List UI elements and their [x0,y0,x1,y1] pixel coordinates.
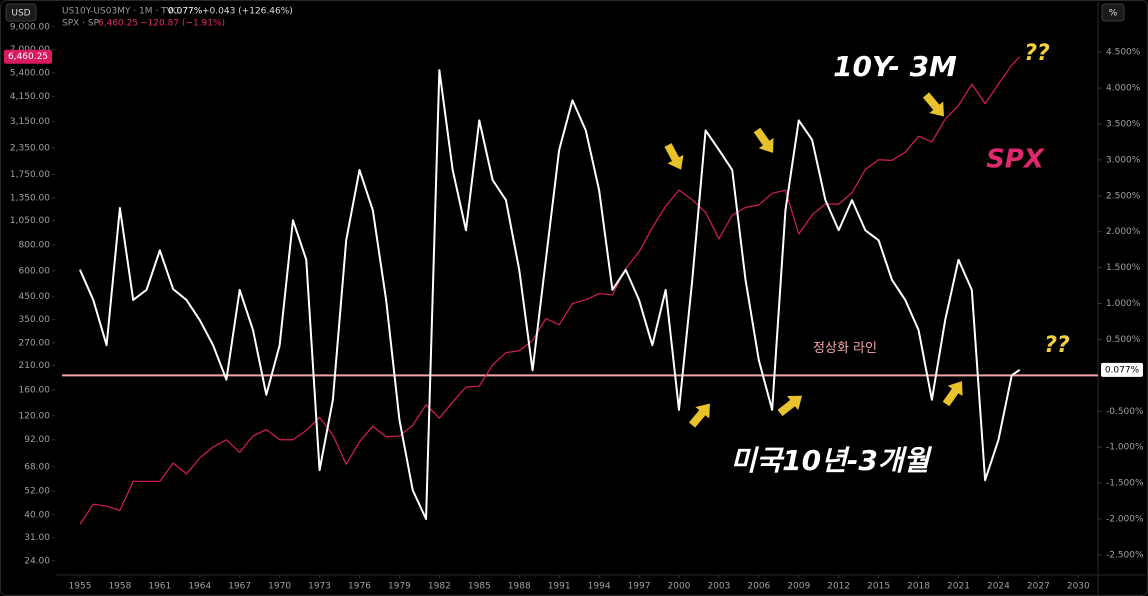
y-tick-label: 210.00 [19,361,51,371]
x-tick-label: 1967 [228,582,251,592]
x-tick-label: 2027 [1027,582,1050,592]
x-tick-label: 1979 [388,582,411,592]
right-unit: % [1109,9,1118,19]
x-tick-label: 2012 [827,582,850,592]
x-tick-label: 2006 [747,582,770,592]
annotation: ?? [1024,41,1050,66]
series-name: US10Y-US03MY · 1M · TVC [62,7,179,17]
y-tick-label: 120.00 [19,411,51,421]
y-tick-label: 800.00 [19,240,51,250]
x-tick-label: 1991 [548,582,571,592]
y-tick-label: 92.00 [24,435,50,445]
y-tick-label: 1,750.00 [10,170,50,180]
price-tag-box [4,49,52,64]
y-tick-label: 24.00 [24,556,50,566]
x-tick-label: 1994 [588,582,611,592]
y-tick-label: 160.00 [19,385,51,395]
y2-tick-label: -2.000% [1106,514,1144,524]
y-tick-label: 31.00 [24,533,50,543]
y2-tick-label: -1.000% [1106,443,1144,453]
y-tick-label: 9,000.00 [10,22,50,32]
y-tick-label: 3,150.00 [10,117,50,127]
left-unit: USD [11,9,30,19]
y2-tick-label: 1.000% [1106,299,1141,309]
unit-button[interactable] [5,3,37,22]
series-line [79,56,1021,525]
x-tick-label: 1970 [268,582,291,592]
x-tick-label: 1958 [108,582,131,592]
y-tick-label: 600.00 [19,266,51,276]
annotation: ?? [1044,333,1070,358]
x-tick-label: 1973 [308,582,331,592]
price-tag-label: 6,460.25 [8,52,48,62]
series-last: 6,460.25 [98,19,138,29]
y-tick-label: 52.00 [24,487,50,497]
x-tick-label: 1985 [468,582,491,592]
price-tag-label: 0.077% [1105,365,1140,375]
y2-tick-label: 2.000% [1106,227,1141,237]
x-tick-label: 2030 [1067,582,1090,592]
x-tick-label: 1988 [508,582,531,592]
price-tag-box [1101,362,1143,377]
y-tick-label: 270.00 [19,338,51,348]
y2-tick-label: 3.500% [1106,119,1141,129]
x-tick-label: 2000 [668,582,691,592]
y-tick-label: 350.00 [19,315,51,325]
y2-tick-label: -1.500% [1106,479,1144,489]
unit-button[interactable] [1101,3,1125,22]
y2-tick-label: 2.500% [1106,191,1141,201]
x-tick-label: 1955 [69,582,92,592]
x-tick-label: 2021 [947,582,970,592]
y-tick-label: 5,400.00 [10,68,50,78]
y-tick-label: 68.00 [24,462,50,472]
y2-tick-label: 4.500% [1106,48,1141,58]
y-tick-label: 2,350.00 [10,143,50,153]
y2-tick-label: -0.500% [1106,407,1144,417]
price-tag: 0.077% [1101,362,1143,377]
x-tick-label: 1976 [348,582,371,592]
series-line [79,69,1021,520]
annotation: 10Y- 3M [833,50,957,83]
x-tick-label: 2009 [787,582,810,592]
x-tick-label: 2003 [707,582,730,592]
series-name: SPX · SP [62,19,100,29]
series-change: −120.87 (−1.91%) [140,19,225,29]
y-tick-label: 40.00 [24,510,50,520]
x-tick-label: 2024 [987,582,1010,592]
y-tick-label: 450.00 [19,292,51,302]
y2-tick-label: 0.500% [1106,335,1141,345]
y-tick-label: 4,150.00 [10,92,50,102]
annotation: SPX [986,145,1046,175]
y2-tick-label: 4.000% [1106,84,1141,94]
y2-tick-label: 3.000% [1106,155,1141,165]
y-tick-label: 1,350.00 [10,193,50,203]
price-tag: 6,460.25 [4,49,52,64]
x-tick-label: 2018 [907,582,930,592]
y2-tick-label: 1.500% [1106,263,1141,273]
series-change: +0.043 (+126.46%) [202,7,293,17]
y-tick-label: 1,050.00 [10,216,50,226]
x-tick-label: 2015 [867,582,890,592]
x-tick-label: 1961 [148,582,171,592]
x-tick-label: 1997 [628,582,651,592]
x-tick-label: 1964 [188,582,211,592]
x-tick-label: 1982 [428,582,451,592]
series-last: 0.077% [168,7,203,17]
annotation: 미국10년-3개월 [731,444,933,477]
y2-tick-label: -2.500% [1106,550,1144,560]
reference-label: 정상화 라인 [813,341,877,356]
